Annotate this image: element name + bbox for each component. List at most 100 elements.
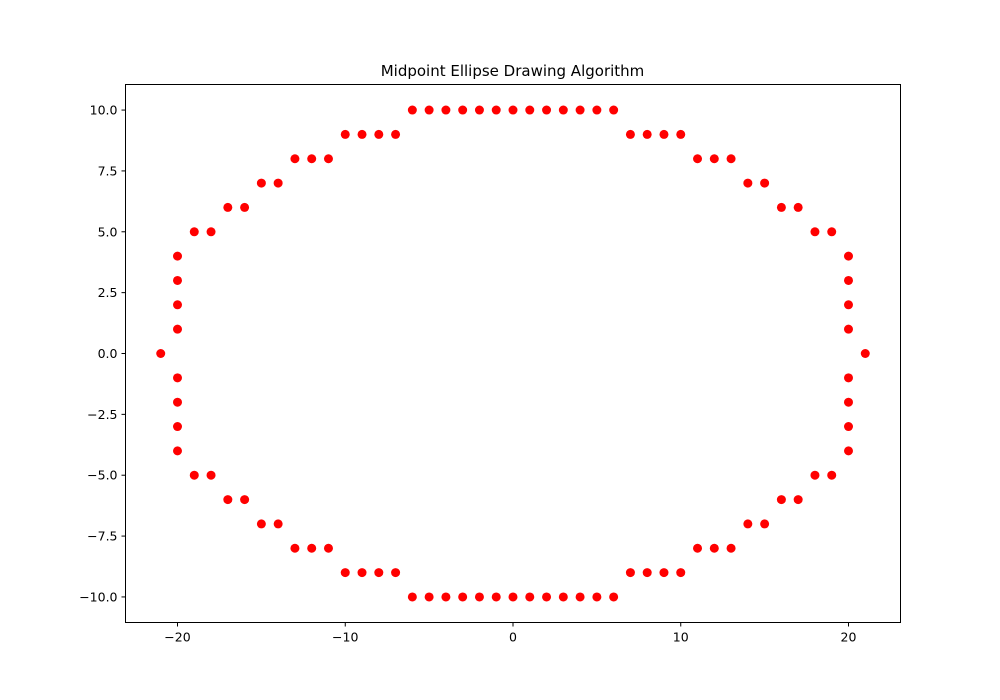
- data-point: [810, 470, 820, 480]
- data-point: [173, 446, 183, 456]
- data-point: [474, 105, 484, 115]
- data-point: [323, 154, 333, 164]
- data-point: [307, 543, 317, 553]
- data-point: [424, 592, 434, 602]
- x-axis: −20 −10 0 10 20: [164, 622, 857, 645]
- data-point: [357, 568, 367, 578]
- data-point: [609, 105, 619, 115]
- data-point: [542, 105, 552, 115]
- x-tick-label: −10: [332, 630, 358, 645]
- data-point: [273, 178, 283, 188]
- data-point: [676, 568, 686, 578]
- y-tick-label: 5.0: [98, 224, 118, 239]
- data-point: [726, 154, 736, 164]
- data-points: [156, 105, 870, 602]
- y-axis: 10.0 7.5 5.0 2.5 0.0 −2.5 −5.0 −7.5 −10.0: [79, 103, 126, 604]
- data-point: [441, 592, 451, 602]
- data-point: [206, 470, 216, 480]
- data-point: [760, 178, 770, 188]
- data-point: [391, 568, 401, 578]
- data-point: [491, 105, 501, 115]
- data-point: [407, 105, 417, 115]
- data-point: [558, 105, 568, 115]
- data-point: [508, 592, 518, 602]
- data-point: [709, 154, 719, 164]
- data-point: [625, 568, 635, 578]
- y-tick-label: 0.0: [98, 346, 118, 361]
- y-tick-label: −5.0: [87, 468, 117, 483]
- data-point: [793, 202, 803, 212]
- data-point: [827, 470, 837, 480]
- x-tick-label: 20: [841, 630, 857, 645]
- data-point: [625, 129, 635, 139]
- data-point: [843, 300, 853, 310]
- data-point: [206, 227, 216, 237]
- data-point: [156, 349, 166, 358]
- data-point: [340, 129, 350, 139]
- data-point: [843, 324, 853, 334]
- data-point: [441, 105, 451, 115]
- data-point: [273, 519, 283, 529]
- data-point: [189, 227, 199, 237]
- data-point: [189, 470, 199, 480]
- data-point: [374, 129, 384, 139]
- data-point: [843, 275, 853, 285]
- data-point: [491, 592, 501, 602]
- data-point: [843, 251, 853, 261]
- data-point: [223, 202, 233, 212]
- x-tick-label: −20: [164, 630, 190, 645]
- data-point: [843, 422, 853, 432]
- y-tick-label: 7.5: [98, 163, 118, 178]
- data-point: [223, 495, 233, 505]
- data-point: [525, 592, 535, 602]
- data-point: [709, 543, 719, 553]
- y-tick-label: −10.0: [79, 589, 117, 604]
- data-point: [743, 178, 753, 188]
- data-point: [323, 543, 333, 553]
- data-point: [525, 105, 535, 115]
- data-point: [508, 105, 518, 115]
- data-point: [843, 446, 853, 456]
- data-point: [173, 275, 183, 285]
- data-point: [693, 543, 703, 553]
- data-point: [290, 543, 300, 553]
- data-point: [458, 592, 468, 602]
- data-point: [374, 568, 384, 578]
- x-tick-label: 10: [673, 630, 689, 645]
- data-point: [843, 397, 853, 407]
- data-point: [173, 300, 183, 310]
- data-point: [240, 495, 250, 505]
- data-point: [592, 592, 602, 602]
- data-point: [173, 324, 183, 334]
- data-point: [609, 592, 619, 602]
- data-point: [860, 349, 870, 358]
- data-point: [776, 202, 786, 212]
- data-point: [173, 373, 183, 383]
- data-point: [693, 154, 703, 164]
- data-point: [743, 519, 753, 529]
- data-point: [173, 397, 183, 407]
- chart-title: Midpoint Ellipse Drawing Algorithm: [381, 62, 645, 80]
- y-tick-label: −7.5: [87, 529, 117, 544]
- data-point: [256, 178, 266, 188]
- data-point: [256, 519, 266, 529]
- y-tick-label: −2.5: [87, 407, 117, 422]
- data-point: [458, 105, 468, 115]
- data-point: [676, 129, 686, 139]
- data-point: [827, 227, 837, 237]
- data-point: [575, 592, 585, 602]
- data-point: [424, 105, 434, 115]
- data-point: [810, 227, 820, 237]
- data-point: [592, 105, 602, 115]
- data-point: [407, 592, 417, 602]
- data-point: [357, 129, 367, 139]
- y-tick-label: 10.0: [90, 103, 118, 118]
- data-point: [793, 495, 803, 505]
- data-point: [290, 154, 300, 164]
- data-point: [659, 129, 669, 139]
- data-point: [173, 251, 183, 261]
- data-point: [642, 568, 652, 578]
- x-tick-label: 0: [509, 630, 517, 645]
- data-point: [307, 154, 317, 164]
- data-point: [391, 129, 401, 139]
